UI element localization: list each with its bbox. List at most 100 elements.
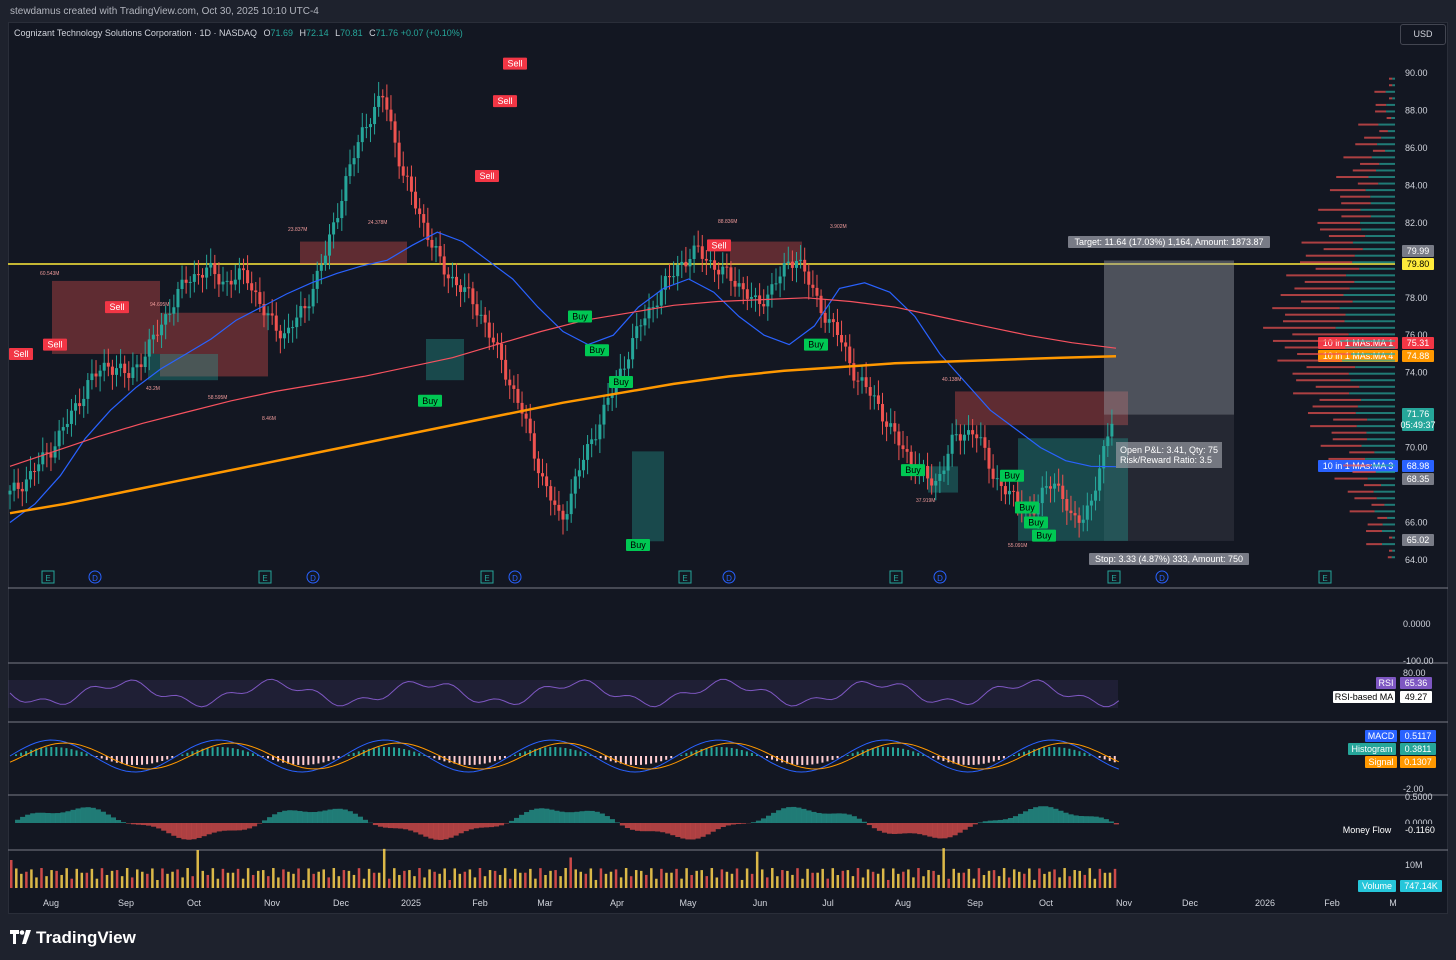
candle-body	[430, 239, 434, 248]
macd-histogram-bar	[851, 753, 854, 756]
candle-body	[536, 458, 540, 474]
candle-body	[160, 324, 164, 336]
money-flow-bar	[473, 823, 479, 829]
price-label: 65.02	[1407, 535, 1430, 545]
macd-histogram-bar	[282, 756, 285, 763]
candle-body	[221, 281, 225, 285]
candle-body	[881, 403, 885, 422]
money-flow-bar	[730, 823, 736, 825]
macd-histogram-bar	[312, 756, 315, 765]
volume-bar	[50, 870, 53, 888]
candle-body	[766, 294, 770, 307]
macd-histogram-bar	[967, 756, 970, 765]
volume-bar	[226, 872, 230, 888]
candle-body	[520, 402, 524, 414]
event-marker-label: D	[937, 574, 943, 583]
candle-body	[926, 465, 930, 479]
ma-legend-label-bg	[1318, 350, 1398, 362]
money-flow-bar	[1053, 808, 1059, 823]
money-flow-bar	[720, 823, 726, 828]
macd-histogram-bar	[514, 754, 516, 756]
zone-volume-label: 55.091M	[1008, 543, 1027, 549]
candle-body	[586, 444, 590, 460]
macd-histogram-bar	[70, 749, 73, 756]
macd-histogram-bar	[1023, 751, 1026, 756]
volume-bar	[90, 868, 94, 888]
volume-bar	[503, 868, 507, 888]
volume-bar	[1073, 870, 1076, 888]
candle-body	[110, 366, 114, 375]
money-flow-bar	[45, 812, 51, 823]
candle-body	[1081, 519, 1085, 523]
currency-button[interactable]: USD	[1400, 24, 1446, 45]
y-tick-label: 88.00	[1405, 105, 1428, 115]
volume-bar	[463, 871, 467, 888]
money-flow-bar	[95, 809, 101, 823]
volume-bar	[1078, 870, 1081, 888]
volume-profile-bar-sell	[1301, 241, 1353, 244]
candle-body	[971, 430, 975, 435]
candle-body	[856, 380, 860, 382]
x-tick-label: Jun	[753, 898, 768, 908]
histogram-label: Histogram	[1351, 744, 1392, 754]
money-flow-bar	[952, 823, 958, 836]
volume-bar	[594, 879, 598, 888]
volume-bar	[352, 874, 356, 888]
zone-box	[160, 312, 268, 377]
money-flow-bar	[1093, 816, 1099, 823]
buy-signal-label-bg	[1032, 529, 1056, 542]
volume-bar	[821, 868, 824, 888]
candle-body	[225, 280, 229, 282]
candle-body	[754, 295, 758, 297]
x-tick-label: Mar	[537, 898, 553, 908]
candle-body	[299, 306, 303, 318]
candle-body	[885, 421, 889, 427]
buy-signal-label-bg	[1015, 501, 1039, 514]
high-value: 72.14	[306, 28, 329, 38]
candle-body	[680, 261, 684, 265]
macd-histogram-bar	[856, 751, 859, 756]
money-flow-bar	[176, 823, 182, 838]
volume-bar	[624, 868, 628, 888]
candle-body	[348, 164, 352, 177]
macd-histogram-bar	[20, 752, 23, 756]
volume-bar	[55, 870, 58, 888]
money-flow-bar	[196, 823, 202, 838]
money-flow-bar	[327, 809, 333, 823]
rsi-label: RSI	[1378, 678, 1393, 688]
macd-histogram-bar	[720, 747, 723, 756]
candle-body	[848, 346, 852, 364]
dividend-event-marker	[88, 570, 102, 584]
candle-body	[672, 276, 676, 278]
money-flow-bar	[206, 823, 212, 835]
macd-histogram-bar	[1078, 751, 1081, 756]
x-tick-label: Aug	[895, 898, 911, 908]
candle-body	[86, 380, 90, 399]
money-flow-bar	[181, 823, 187, 840]
money-flow-bar	[105, 814, 111, 823]
money-flow-bar	[125, 823, 132, 824]
macd-histogram-bar	[473, 756, 476, 765]
histogram-value: 0.3811	[1405, 744, 1432, 754]
volume-profile-bar-sell	[1332, 438, 1367, 441]
volume-bar	[302, 879, 305, 888]
symbol-name[interactable]: Cognizant Technology Solutions Corporati…	[14, 28, 257, 38]
position-pnl-box	[1116, 442, 1222, 468]
buy-signal-label: Buy	[808, 340, 824, 350]
money-flow-bar	[216, 823, 222, 832]
macd-histogram-bar	[493, 756, 496, 762]
volume-profile-bar-sell	[1358, 123, 1379, 126]
candle-body	[569, 493, 573, 515]
zone-volume-label: 94.695M	[150, 302, 169, 308]
volume-profile-bar-buy	[1375, 471, 1395, 474]
candle-body	[1007, 490, 1011, 495]
volume-bar	[70, 878, 73, 888]
money-flow-bar	[634, 823, 641, 831]
position-open-pnl: Open P&L: 3.41, Qty: 75	[1120, 445, 1218, 455]
candle-body	[37, 464, 41, 472]
macd-histogram-bar	[735, 748, 738, 756]
earnings-event-marker	[889, 570, 903, 584]
volume-profile-bar-buy	[1382, 543, 1395, 546]
macd-line	[9, 739, 1119, 773]
